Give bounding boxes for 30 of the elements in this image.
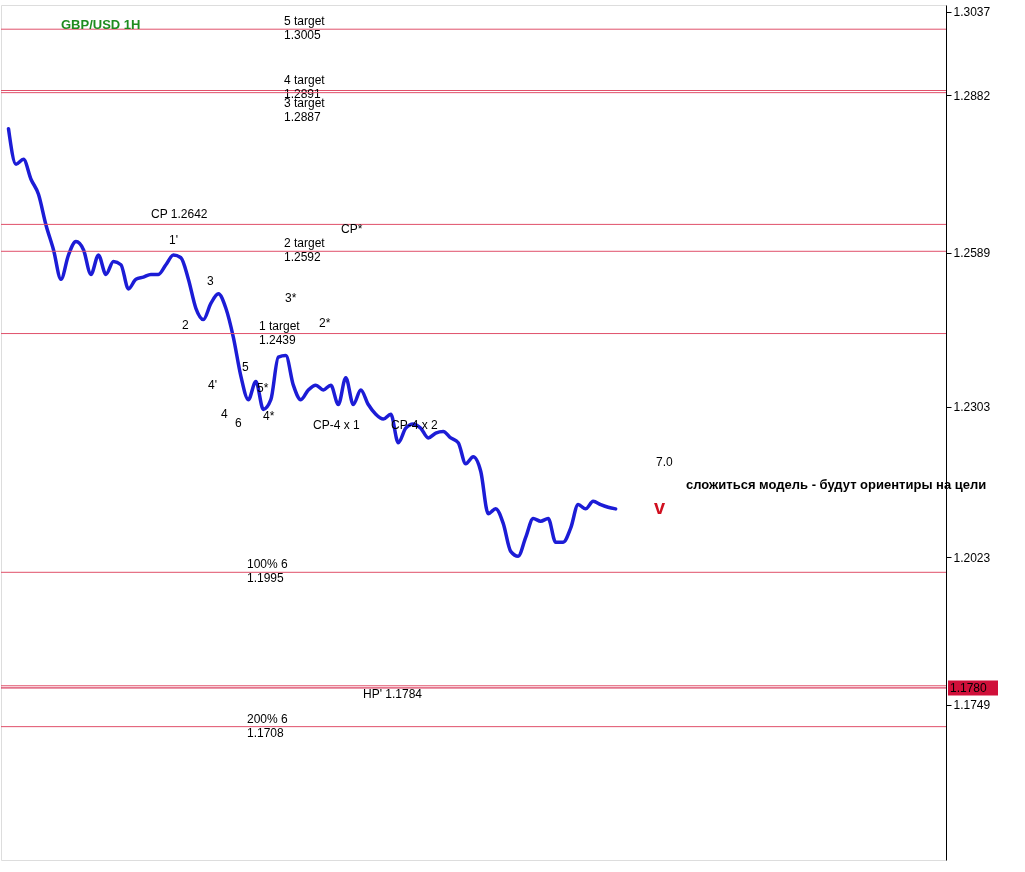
- y-tick-label: 1.2589: [953, 246, 991, 261]
- text: GBP/USD 1H: [61, 17, 141, 32]
- text: 7.0: [656, 455, 674, 469]
- ref-line-label: 2 target 1.2592: [284, 236, 326, 265]
- line-series: [6, 126, 618, 558]
- y-tick-label: 1.2023: [953, 550, 991, 565]
- annotation: 6: [235, 416, 242, 430]
- annotation: CP*: [341, 222, 363, 236]
- annotation: 2*: [319, 316, 331, 330]
- annotation: 5: [242, 360, 249, 374]
- annotation: 3: [207, 274, 214, 288]
- ref-line-label: CP 1.2642: [151, 207, 208, 222]
- annotation: CP-4 x 1: [313, 418, 361, 432]
- ref-line-label: HP' 1.1784: [363, 686, 423, 701]
- annotation: 1': [169, 233, 178, 247]
- y-tick-label: 1.3037: [953, 5, 991, 20]
- ref-line-label: 200% 6 1.1708: [247, 711, 289, 740]
- ref-line-label: 100% 6 1.1995: [247, 557, 289, 586]
- annotation: 3*: [285, 291, 297, 305]
- y-tick-label: 1.2303: [953, 400, 991, 415]
- ref-line-label: 1 target 1.2439: [259, 318, 301, 347]
- annotation: 4*: [263, 409, 275, 423]
- annotation: 4: [221, 407, 228, 421]
- text: v: [654, 496, 666, 518]
- y-tick-label: 1.2882: [953, 88, 991, 103]
- annotation: 4': [208, 378, 217, 392]
- annotation: 2: [182, 318, 189, 332]
- ref-line-label: 5 target 1.3005: [284, 14, 326, 43]
- y-tick-label: 1.1749: [953, 698, 991, 713]
- ref-line-label: 1.1780: [950, 680, 988, 695]
